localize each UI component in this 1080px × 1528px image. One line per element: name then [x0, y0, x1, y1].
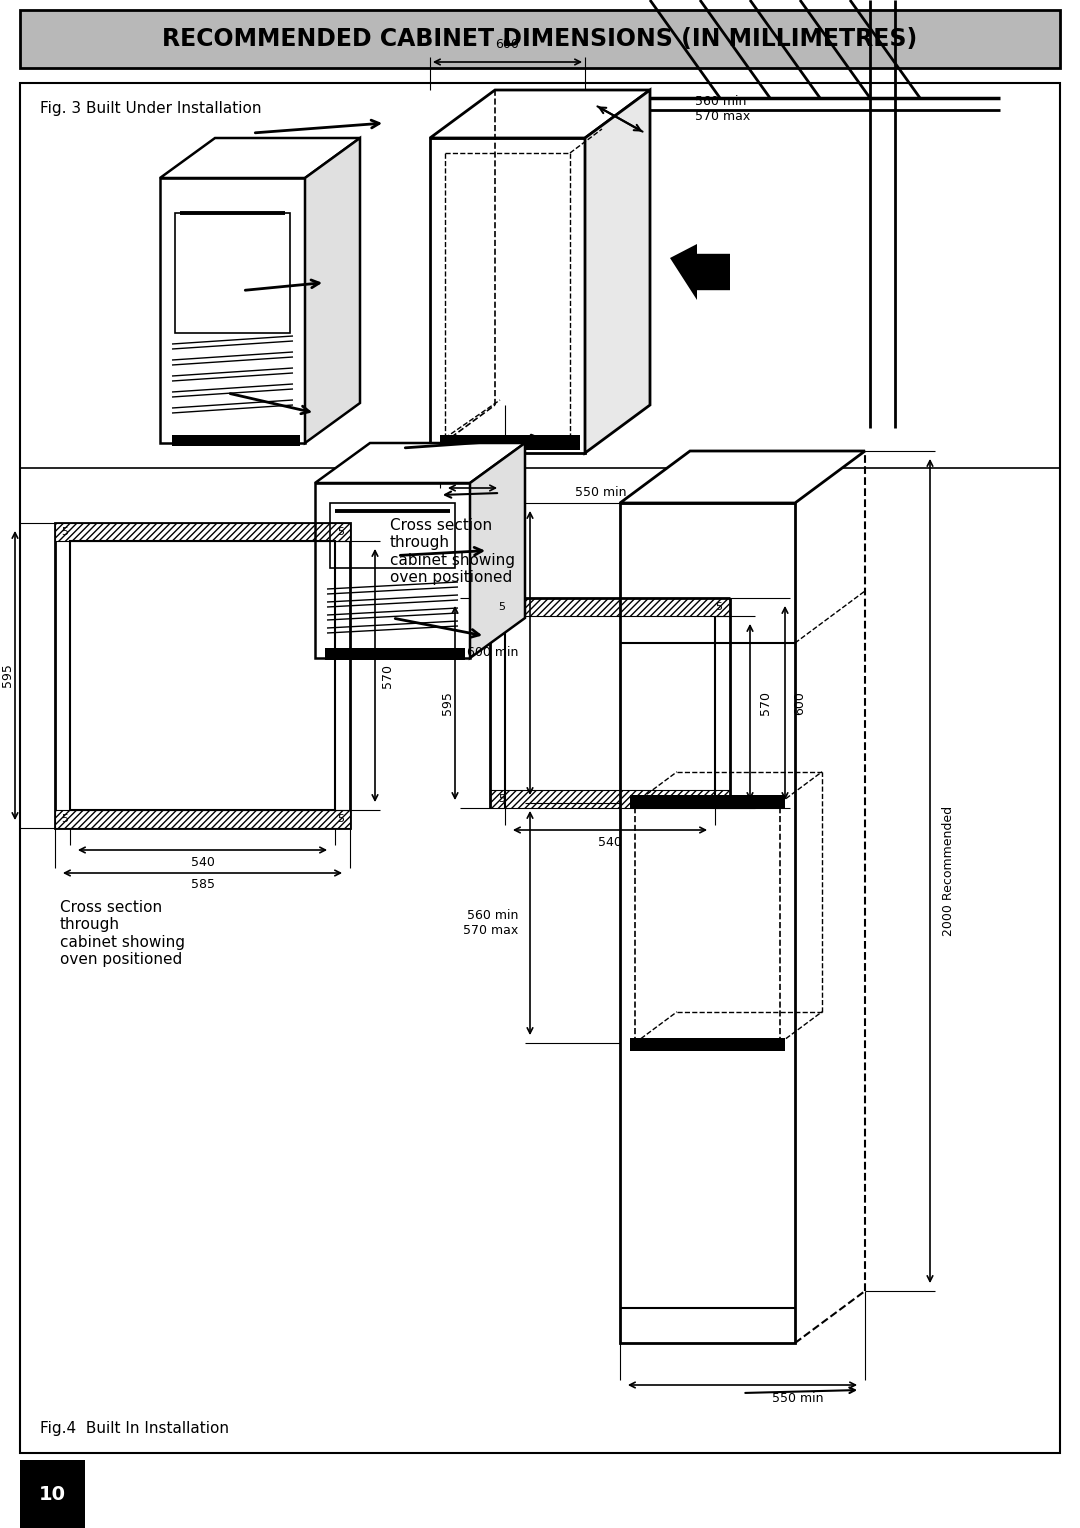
Text: 2000 Recommended: 2000 Recommended — [942, 805, 955, 937]
Polygon shape — [315, 443, 525, 483]
Text: 5: 5 — [337, 527, 345, 536]
Bar — [21, 11, 1059, 69]
Bar — [55, 810, 350, 828]
Bar — [330, 503, 455, 568]
Polygon shape — [172, 435, 300, 446]
Text: Fig.4  Built In Installation: Fig.4 Built In Installation — [40, 1421, 229, 1435]
Polygon shape — [440, 435, 580, 451]
Text: 5: 5 — [337, 814, 345, 824]
Text: 595: 595 — [441, 691, 454, 715]
Text: 585: 585 — [190, 879, 215, 891]
Text: 560 min
570 max: 560 min 570 max — [462, 909, 518, 937]
Text: 600 min: 600 min — [467, 646, 518, 660]
Text: 600: 600 — [794, 691, 807, 715]
Polygon shape — [160, 138, 360, 177]
Polygon shape — [430, 90, 650, 138]
Text: 570: 570 — [381, 663, 394, 688]
Text: 5: 5 — [60, 527, 68, 536]
Polygon shape — [670, 244, 730, 299]
Polygon shape — [620, 451, 865, 503]
Bar — [70, 541, 335, 810]
Text: 5: 5 — [498, 602, 505, 613]
Bar — [21, 83, 1059, 1453]
Polygon shape — [325, 648, 465, 660]
Text: 570: 570 — [758, 691, 771, 715]
Text: 550 min: 550 min — [575, 486, 626, 500]
Bar — [430, 138, 585, 452]
Bar — [21, 1459, 85, 1528]
Polygon shape — [630, 795, 785, 808]
Bar — [55, 523, 350, 541]
Bar — [175, 212, 291, 333]
Text: Cross section
through
cabinet showing
oven positioned: Cross section through cabinet showing ov… — [390, 518, 515, 585]
Text: Fig. 3 Built Under Installation: Fig. 3 Built Under Installation — [40, 101, 261, 116]
Text: RECOMMENDED CABINET DIMENSIONS (IN MILLIMETRES): RECOMMENDED CABINET DIMENSIONS (IN MILLI… — [162, 28, 918, 50]
Bar — [315, 483, 470, 659]
Polygon shape — [630, 1038, 785, 1051]
Text: 550 min: 550 min — [772, 1392, 824, 1406]
Text: 10: 10 — [39, 1485, 66, 1504]
Text: 595: 595 — [0, 663, 13, 688]
Text: 5: 5 — [498, 795, 505, 804]
Polygon shape — [470, 443, 525, 659]
Text: 540: 540 — [598, 836, 622, 848]
Bar — [490, 597, 730, 616]
Bar — [620, 503, 795, 1343]
Text: 5: 5 — [60, 814, 68, 824]
Text: Cross section
through
cabinet showing
oven positioned: Cross section through cabinet showing ov… — [60, 900, 185, 967]
Text: 540: 540 — [190, 856, 215, 868]
Bar — [160, 177, 305, 443]
Text: 600: 600 — [496, 38, 519, 50]
Text: 5: 5 — [715, 602, 723, 613]
Polygon shape — [585, 90, 650, 452]
Polygon shape — [305, 138, 360, 443]
Bar — [55, 523, 350, 828]
Text: 560 min
570 max: 560 min 570 max — [696, 95, 751, 122]
Bar — [490, 790, 730, 808]
